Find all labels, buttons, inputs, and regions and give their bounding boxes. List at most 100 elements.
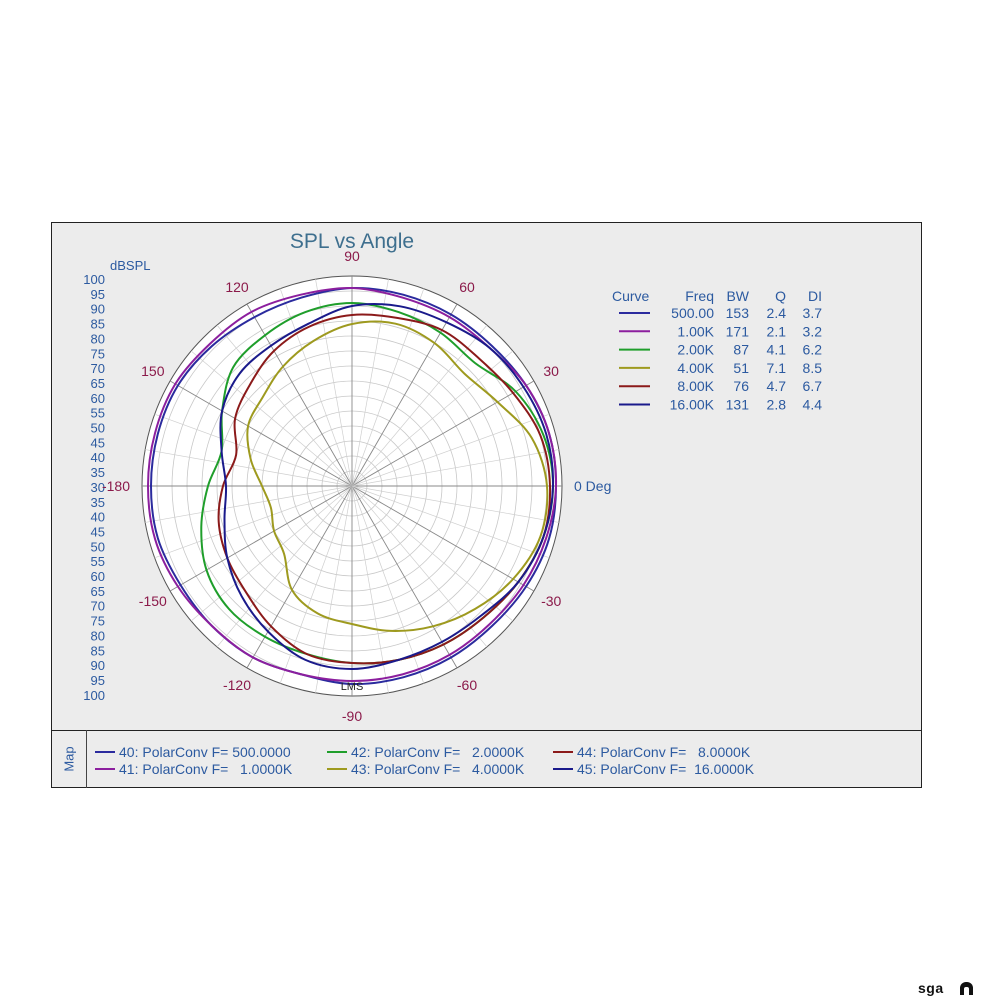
radial-tick-label: 100 <box>83 688 105 703</box>
angle-label: -60 <box>457 677 477 693</box>
table-cell: 171 <box>726 323 750 339</box>
brand-icon <box>960 982 973 995</box>
radial-tick-label: 40 <box>91 510 105 525</box>
polar-grid-spoke <box>279 288 353 487</box>
polar-grid-spoke <box>315 279 353 487</box>
radial-tick-label: 85 <box>91 317 105 332</box>
radial-tick-label: 60 <box>91 391 105 406</box>
polar-grid-spoke <box>216 324 353 487</box>
legend-entry: 45: PolarConv F= 16.0000K <box>577 761 755 777</box>
radial-tick-label: 100 <box>83 272 105 287</box>
polar-grid-spoke <box>351 303 458 487</box>
polar-grid-spoke <box>351 485 550 559</box>
radial-tick-label: 85 <box>91 643 105 658</box>
radial-tick-label: 45 <box>91 524 105 539</box>
series-line <box>217 313 552 665</box>
polar-grid-spoke <box>169 485 353 592</box>
radial-tick-label: 80 <box>91 628 105 643</box>
polar-grid-spoke <box>145 485 353 523</box>
table-cell: 2.8 <box>767 397 787 413</box>
map-legend-bar <box>51 730 922 788</box>
radial-tick-label: 95 <box>91 287 105 302</box>
table-cell: 4.1 <box>767 342 787 358</box>
table-header: BW <box>726 288 749 304</box>
table-header: Q <box>775 288 786 304</box>
table-cell: 8.5 <box>803 360 823 376</box>
polar-grid-spoke <box>169 380 353 487</box>
polar-grid-spoke <box>351 350 514 487</box>
table-cell: 1.00K <box>677 323 714 339</box>
polar-grid-spoke <box>145 449 353 487</box>
table-cell: 500.00 <box>671 305 714 321</box>
polar-grid-spoke <box>351 324 488 487</box>
polar-grid-spoke <box>351 485 425 684</box>
chart-title: SPL vs Angle <box>290 230 414 253</box>
table-header: DI <box>808 288 822 304</box>
table-cell: 4.7 <box>767 378 787 394</box>
legend-entry: 40: PolarConv F= 500.0000 <box>119 744 291 760</box>
radial-tick-label: 80 <box>91 331 105 346</box>
angle-label: 90 <box>344 248 360 264</box>
radial-tick-label: 50 <box>91 539 105 554</box>
polar-grid-spoke <box>154 413 353 487</box>
angle-label: 60 <box>459 279 475 295</box>
angle-label: 120 <box>225 279 249 295</box>
table-cell: 87 <box>733 342 749 358</box>
legend-entry: 42: PolarConv F= 2.0000K <box>351 744 525 760</box>
legend-entry: 43: PolarConv F= 4.0000K <box>351 761 525 777</box>
series-line <box>146 286 558 683</box>
radial-tick-label: 70 <box>91 599 105 614</box>
brand-text: sga <box>918 980 944 996</box>
table-cell: 4.4 <box>803 397 823 413</box>
radial-tick-label: 35 <box>91 495 105 510</box>
polar-grid-spoke <box>351 485 458 669</box>
polar-grid-spoke <box>351 279 389 487</box>
angle-label: -90 <box>342 708 362 724</box>
y-axis-label: dBSPL <box>110 258 150 273</box>
polar-grid-spoke <box>351 485 514 622</box>
brand-logo: sga <box>918 980 944 996</box>
radial-tick-label: 95 <box>91 673 105 688</box>
angle-label: 0 Deg <box>574 478 611 494</box>
polar-grid-spoke <box>190 350 353 487</box>
table-cell: 131 <box>726 397 750 413</box>
table-header: Curve <box>612 288 650 304</box>
map-label-box: Map <box>51 730 87 788</box>
polar-grid-spoke <box>351 485 535 592</box>
angle-label: -150 <box>139 593 167 609</box>
angle-label: -120 <box>223 677 251 693</box>
radial-tick-label: 65 <box>91 584 105 599</box>
radial-tick-label: 60 <box>91 569 105 584</box>
table-cell: 153 <box>726 305 750 321</box>
table-cell: 2.4 <box>767 305 787 321</box>
radial-tick-label: 55 <box>91 554 105 569</box>
radial-tick-label: 90 <box>91 302 105 317</box>
radial-tick-label: 30 <box>91 480 105 495</box>
polar-grid-spoke <box>190 485 353 622</box>
radial-tick-label: 50 <box>91 421 105 436</box>
table-cell: 6.2 <box>803 342 823 358</box>
legend-entry: 41: PolarConv F= 1.0000K <box>119 761 293 777</box>
polar-grid-spoke <box>351 485 389 693</box>
polar-grid-spoke <box>351 449 559 487</box>
table-header: Freq <box>685 288 714 304</box>
radial-tick-label: 55 <box>91 406 105 421</box>
angle-label: 30 <box>543 363 559 379</box>
polar-grid-spoke <box>154 485 353 559</box>
polar-grid-spoke <box>351 380 535 487</box>
radial-tick-label: 75 <box>91 614 105 629</box>
table-cell: 3.7 <box>803 305 823 321</box>
radial-tick-label: 90 <box>91 658 105 673</box>
table-cell: 16.00K <box>670 397 715 413</box>
radial-tick-label: 65 <box>91 376 105 391</box>
angle-label: -180 <box>102 478 130 494</box>
table-cell: 4.00K <box>677 360 714 376</box>
table-cell: 6.7 <box>803 378 823 394</box>
table-cell: 7.1 <box>767 360 787 376</box>
radial-tick-label: 35 <box>91 465 105 480</box>
table-cell: 2.1 <box>767 323 787 339</box>
angle-label: -30 <box>541 593 561 609</box>
radial-tick-label: 40 <box>91 450 105 465</box>
polar-grid-spoke <box>351 413 550 487</box>
